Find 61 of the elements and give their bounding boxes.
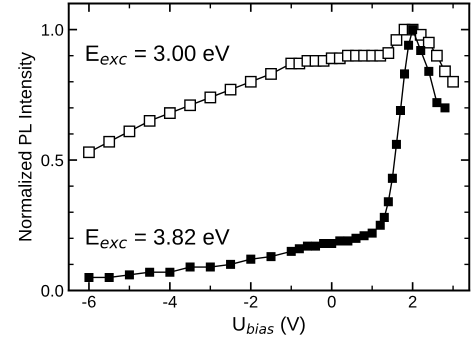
point xyxy=(184,99,196,112)
y-tick-label: 0.0 xyxy=(41,284,64,297)
x-tick-label: -6 xyxy=(82,296,96,308)
x-tick-label: -4 xyxy=(163,296,177,308)
point xyxy=(335,236,344,246)
y-tick-label: 0.5 xyxy=(41,154,64,166)
point xyxy=(422,36,435,49)
point xyxy=(343,236,352,246)
point xyxy=(244,76,257,88)
point xyxy=(164,107,176,119)
point xyxy=(384,197,393,206)
point xyxy=(104,272,114,282)
point xyxy=(286,246,296,256)
point xyxy=(360,231,369,240)
point xyxy=(144,115,156,127)
y-tick-label: 1.0 xyxy=(42,24,64,36)
point xyxy=(327,239,336,248)
point xyxy=(351,234,360,243)
point xyxy=(440,103,450,112)
annotation: E$_{exc}$ = 3.00 eV xyxy=(86,45,230,65)
x-tick-label: 2 xyxy=(408,296,416,308)
point xyxy=(84,272,94,282)
point xyxy=(311,242,320,251)
point xyxy=(439,65,451,78)
point xyxy=(204,92,216,104)
y-axis-title: Normalized PL Intensity xyxy=(18,52,36,241)
point xyxy=(388,174,397,183)
point xyxy=(396,106,405,115)
point xyxy=(382,47,394,59)
point xyxy=(432,98,442,108)
point xyxy=(124,270,134,280)
point xyxy=(83,146,95,158)
point xyxy=(145,268,154,277)
point xyxy=(124,125,136,138)
point xyxy=(416,46,426,55)
x-tick-label: -2 xyxy=(244,296,258,308)
point xyxy=(246,254,256,264)
point xyxy=(165,268,174,277)
point xyxy=(103,136,116,148)
point xyxy=(424,66,434,76)
point xyxy=(392,140,401,149)
x-tick-label: 0 xyxy=(328,296,336,308)
point xyxy=(319,239,328,248)
point xyxy=(368,228,377,238)
point xyxy=(302,242,312,251)
point xyxy=(186,262,195,272)
point xyxy=(376,220,385,230)
point xyxy=(380,212,389,222)
x-axis-title: U$_{bias}$ (V) xyxy=(233,316,305,335)
point xyxy=(266,252,276,262)
point xyxy=(404,40,414,50)
point xyxy=(390,34,402,46)
point xyxy=(265,68,277,80)
point xyxy=(224,84,236,96)
point xyxy=(400,69,410,78)
point xyxy=(226,260,236,269)
point xyxy=(206,262,215,272)
point xyxy=(447,76,459,88)
point xyxy=(430,50,443,62)
annotation: E$_{exc}$ = 3.82 eV xyxy=(86,229,230,248)
point xyxy=(294,244,304,254)
